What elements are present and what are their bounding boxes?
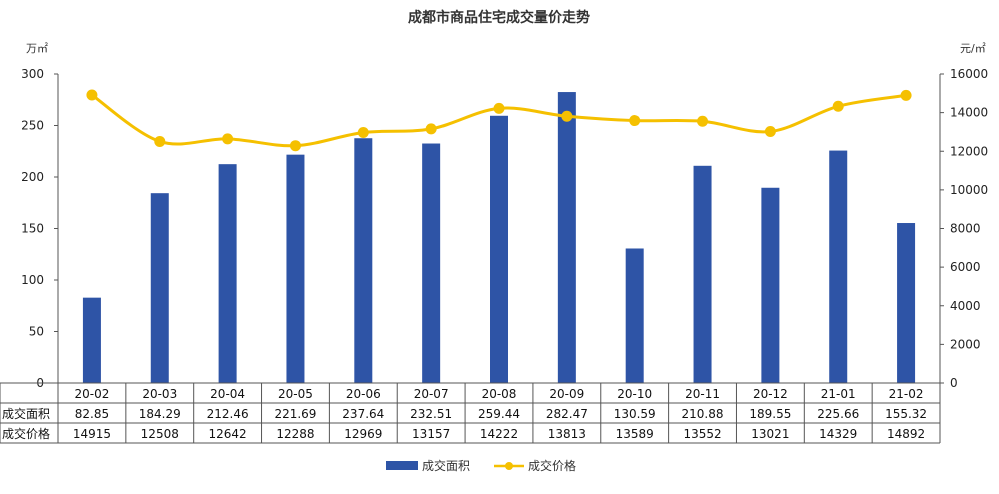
x-tick-label: 21-01: [821, 387, 856, 401]
right-axis-unit: 元/㎡: [960, 42, 986, 55]
area-value-cell: 210.88: [682, 407, 724, 421]
price-value-cell: 14329: [819, 427, 857, 441]
bar-21-02: [897, 223, 916, 383]
price-value-cell: 13813: [548, 427, 586, 441]
bar-20-11: [693, 165, 712, 383]
bar-20-12: [761, 187, 780, 383]
area-value-cell: 259.44: [478, 407, 520, 421]
price-value-cell: 14222: [480, 427, 518, 441]
chart-title: 成都市商品住宅成交量价走势: [408, 9, 590, 26]
x-tick-label: 20-09: [549, 387, 584, 401]
x-tick-label: 20-06: [346, 387, 381, 401]
price-point-20-03: [154, 135, 166, 147]
right-tick-label: 8000: [950, 222, 981, 236]
row-header-price: 成交价格: [2, 426, 50, 441]
right-tick-label: 16000: [950, 67, 988, 81]
area-value-cell: 237.64: [342, 407, 384, 421]
price-value-cell: 13157: [412, 427, 450, 441]
bar-20-07: [422, 143, 441, 383]
bar-20-02: [82, 297, 101, 383]
left-tick-label: 50: [29, 325, 44, 339]
bar-20-08: [490, 115, 508, 384]
left-tick-label: 250: [21, 119, 44, 133]
price-value-cell: 14892: [887, 427, 925, 441]
legend-label-area: 成交面积: [422, 458, 470, 473]
right-tick-label: 12000: [950, 144, 988, 158]
x-tick-label: 21-02: [889, 387, 924, 401]
price-value-cell: 13021: [751, 427, 789, 441]
price-point-20-05: [289, 140, 301, 152]
left-tick-label: 300: [21, 67, 44, 81]
bar-20-05: [286, 154, 305, 383]
left-tick-label: 200: [21, 170, 44, 184]
left-tick-label: 100: [21, 273, 44, 287]
area-value-cell: 130.59: [614, 407, 656, 421]
price-value-cell: 12508: [141, 427, 179, 441]
row-header-area: 成交面积: [2, 406, 50, 421]
price-value-cell: 13589: [616, 427, 654, 441]
x-tick-label: 20-11: [685, 387, 720, 401]
area-value-cell: 155.32: [885, 407, 927, 421]
area-value-cell: 225.66: [817, 407, 859, 421]
x-tick-label: 20-08: [482, 387, 517, 401]
price-point-20-12: [764, 126, 776, 138]
bar-20-03: [150, 193, 169, 383]
x-tick-label: 20-07: [414, 387, 449, 401]
x-tick-label: 20-12: [753, 387, 788, 401]
area-value-cell: 189.55: [749, 407, 791, 421]
price-point-20-09: [561, 110, 573, 122]
right-tick-label: 6000: [950, 260, 981, 274]
price-point-20-07: [425, 123, 437, 135]
price-value-cell: 12288: [276, 427, 314, 441]
right-tick-label: 10000: [950, 183, 988, 197]
price-point-21-01: [832, 100, 844, 112]
bar-20-09: [557, 92, 576, 383]
price-point-20-02: [86, 89, 98, 101]
price-point-20-08: [493, 102, 505, 114]
legend-marker-price: [505, 462, 513, 470]
right-tick-label: 14000: [950, 106, 988, 120]
price-point-20-10: [629, 115, 641, 127]
x-tick-label: 20-05: [278, 387, 313, 401]
price-point-20-11: [697, 115, 709, 127]
area-value-cell: 184.29: [139, 407, 181, 421]
x-tick-label: 20-03: [142, 387, 177, 401]
area-value-cell: 282.47: [546, 407, 588, 421]
legend-label-price: 成交价格: [528, 458, 576, 473]
bar-20-06: [354, 138, 373, 383]
price-value-cell: 13552: [683, 427, 721, 441]
x-tick-label: 20-04: [210, 387, 245, 401]
area-value-cell: 212.46: [207, 407, 249, 421]
x-tick-label: 20-02: [74, 387, 109, 401]
right-tick-label: 0: [950, 376, 958, 390]
legend-swatch-area: [386, 461, 418, 470]
area-value-cell: 221.69: [274, 407, 316, 421]
price-value-cell: 12969: [344, 427, 382, 441]
left-tick-label: 150: [21, 222, 44, 236]
price-point-20-06: [357, 127, 369, 139]
bar-20-10: [625, 248, 644, 383]
price-value-cell: 12642: [209, 427, 247, 441]
bar-20-04: [218, 164, 237, 383]
x-tick-label: 20-10: [617, 387, 652, 401]
price-value-cell: 14915: [73, 427, 111, 441]
right-tick-label: 2000: [950, 337, 981, 351]
price-point-20-04: [222, 133, 234, 145]
area-value-cell: 82.85: [75, 407, 109, 421]
right-tick-label: 4000: [950, 299, 981, 313]
left-axis-unit: 万㎡: [26, 42, 48, 55]
price-point-21-02: [900, 89, 912, 101]
bar-21-01: [829, 150, 848, 383]
area-value-cell: 232.51: [410, 407, 452, 421]
